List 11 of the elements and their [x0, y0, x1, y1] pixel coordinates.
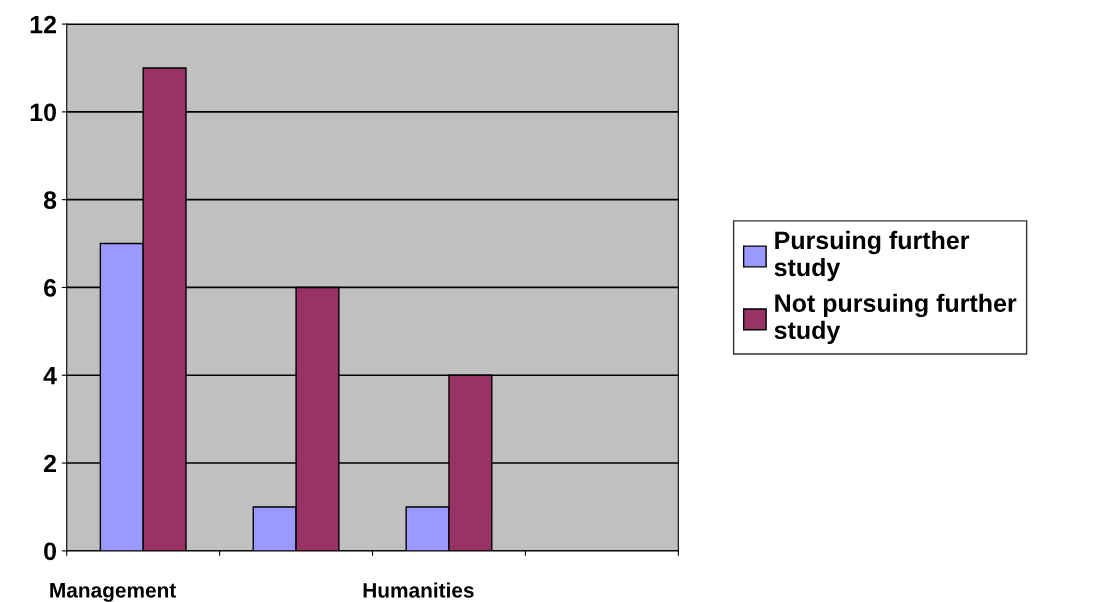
y-tick-label: 4 [43, 367, 57, 385]
y-tick-label: 2 [43, 454, 56, 473]
y-tick-label: 6 [44, 279, 57, 297]
legend-label: Pursuing further study [774, 230, 970, 282]
y-tick-label: 12 [30, 15, 56, 34]
y-tick-label: 8 [43, 191, 57, 209]
x-tick-label: Management [50, 583, 177, 602]
y-tick-label: 10 [30, 103, 56, 122]
legend-label: Not pursuing further study [774, 293, 1017, 345]
y-tick-label: 0 [44, 542, 56, 561]
x-tick-label: Humanities [363, 582, 474, 598]
